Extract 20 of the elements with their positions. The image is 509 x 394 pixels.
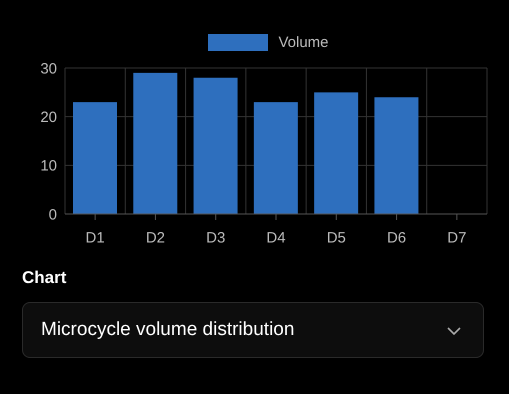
y-tick-label: 0 bbox=[48, 206, 57, 224]
text: Chart bbox=[22, 268, 66, 288]
x-tick-label: D5 bbox=[326, 230, 346, 247]
x-tick-label: D4 bbox=[266, 230, 286, 247]
bar bbox=[254, 102, 298, 214]
legend-label: Volume bbox=[278, 34, 329, 51]
text: Microcycle volume distribution bbox=[41, 319, 294, 341]
y-tick-label: 20 bbox=[40, 108, 57, 126]
x-tick-label: D1 bbox=[86, 230, 105, 247]
x-tick-label: D2 bbox=[146, 230, 166, 247]
bar bbox=[133, 72, 178, 214]
bar bbox=[73, 102, 117, 214]
bar bbox=[194, 78, 238, 214]
bar bbox=[374, 97, 418, 214]
y-tick-label: 10 bbox=[40, 158, 57, 175]
bar bbox=[314, 92, 358, 214]
x-tick-label: D6 bbox=[386, 230, 406, 247]
y-tick-label: 30 bbox=[40, 60, 57, 78]
x-tick-label: D3 bbox=[206, 230, 226, 247]
x-tick-label: D7 bbox=[447, 230, 466, 247]
